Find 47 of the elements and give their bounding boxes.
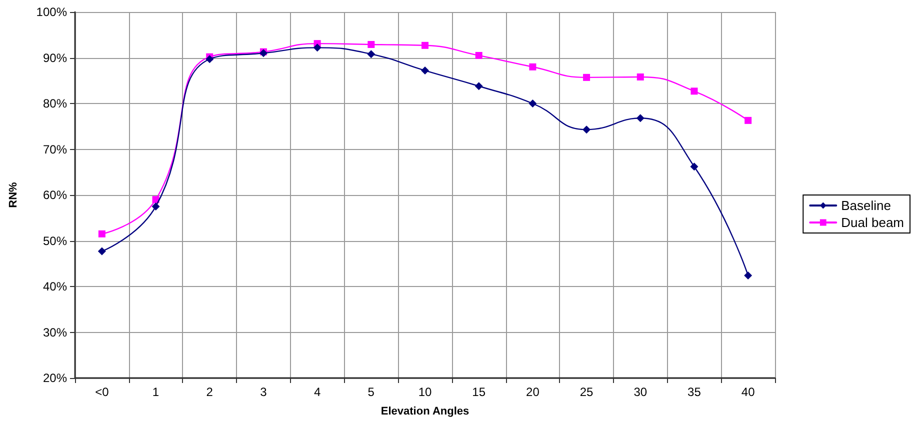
x-tick-label: 15 — [472, 385, 486, 399]
point — [474, 82, 483, 90]
x-tick-label: 35 — [688, 385, 702, 399]
point — [744, 272, 752, 280]
point — [368, 40, 375, 48]
y-tick-label: 80% — [42, 96, 68, 110]
y-tick-label: 60% — [42, 188, 68, 202]
point — [690, 88, 698, 95]
x-tick-label: 5 — [368, 385, 375, 399]
x-axis-title: Elevation Angles — [380, 406, 470, 418]
point — [98, 230, 106, 238]
y-tick-label: 30% — [42, 325, 68, 340]
x-tick-label: 30 — [634, 385, 648, 399]
point — [636, 114, 644, 122]
point — [422, 42, 428, 49]
legend-label: Baseline — [841, 198, 892, 213]
point — [744, 116, 752, 124]
point — [367, 50, 376, 58]
point — [690, 162, 698, 171]
point — [528, 100, 537, 108]
legend-label: Dual beam — [841, 215, 904, 230]
y-tick-label: 100% — [36, 5, 68, 19]
x-tick-label: 25 — [580, 385, 594, 399]
point — [583, 74, 590, 81]
x-tick-label: 4 — [314, 385, 321, 399]
x-tick-label: <0 — [95, 385, 110, 399]
point — [475, 52, 482, 59]
point — [421, 66, 429, 75]
y-tick-label: 50% — [42, 234, 68, 248]
point — [636, 73, 644, 80]
point — [529, 63, 536, 70]
x-tick-label: 3 — [260, 385, 268, 399]
y-tick-label: 40% — [42, 280, 68, 294]
y-tick-label: 70% — [42, 142, 68, 156]
y-axis-title: RN% — [8, 182, 20, 208]
point — [313, 44, 322, 52]
y-tick-label: 20% — [42, 371, 68, 385]
x-tick-label: 40 — [741, 385, 756, 399]
point — [206, 55, 214, 64]
x-tick-label: 2 — [206, 385, 214, 399]
x-tick-label: 20 — [526, 385, 540, 399]
point — [98, 247, 106, 256]
x-tick-label: 10 — [418, 385, 432, 399]
x-tick-label: 1 — [152, 385, 160, 399]
point — [152, 202, 160, 210]
y-tick-label: 90% — [42, 50, 68, 65]
point — [582, 126, 591, 134]
